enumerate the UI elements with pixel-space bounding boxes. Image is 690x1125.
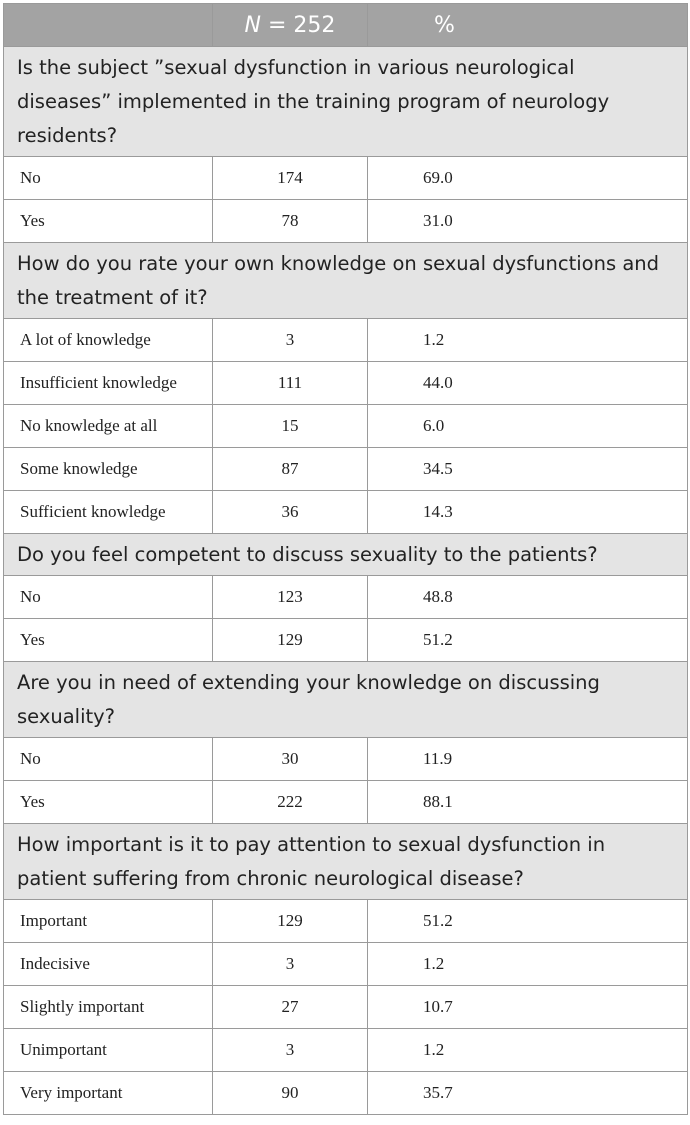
question-row: Are you in need of extending your knowle…	[3, 661, 688, 738]
answer-label: Insufficient knowledge	[3, 361, 213, 405]
answer-label: No	[3, 575, 213, 619]
survey-table-container: N = 252 % Is the subject ”sexual dysfunc…	[3, 3, 688, 1115]
table-row: Yes 78 31.0	[3, 199, 688, 243]
table-row: Slightly important 27 10.7	[3, 985, 688, 1029]
answer-percent: 51.2	[367, 899, 688, 943]
table-row: No 123 48.8	[3, 575, 688, 619]
question-text: How do you rate your own knowledge on se…	[3, 242, 688, 319]
answer-count: 78	[212, 199, 368, 243]
answer-percent: 88.1	[367, 780, 688, 824]
answer-percent: 48.8	[367, 575, 688, 619]
answer-count: 3	[212, 942, 368, 986]
answer-percent: 1.2	[367, 942, 688, 986]
answer-percent: 69.0	[367, 156, 688, 200]
answer-label: Yes	[3, 780, 213, 824]
answer-count: 87	[212, 447, 368, 491]
answer-percent: 51.2	[367, 618, 688, 662]
table-row: Important 129 51.2	[3, 899, 688, 943]
table-row: No knowledge at all 15 6.0	[3, 404, 688, 448]
answer-percent: 31.0	[367, 199, 688, 243]
table-row: Yes 129 51.2	[3, 618, 688, 662]
answer-percent: 6.0	[367, 404, 688, 448]
answer-label: Some knowledge	[3, 447, 213, 491]
table-row: No 174 69.0	[3, 156, 688, 200]
header-row: N = 252 %	[3, 3, 688, 47]
answer-count: 174	[212, 156, 368, 200]
answer-percent: 35.7	[367, 1071, 688, 1115]
table-row: Sufficient knowledge 36 14.3	[3, 490, 688, 534]
question-row: How do you rate your own knowledge on se…	[3, 242, 688, 319]
table-row: Some knowledge 87 34.5	[3, 447, 688, 491]
header-percent: %	[367, 3, 688, 47]
answer-percent: 11.9	[367, 737, 688, 781]
answer-count: 90	[212, 1071, 368, 1115]
answer-label: Slightly important	[3, 985, 213, 1029]
answer-count: 129	[212, 899, 368, 943]
answer-label: Yes	[3, 618, 213, 662]
answer-count: 129	[212, 618, 368, 662]
answer-percent: 1.2	[367, 1028, 688, 1072]
answer-label: No	[3, 737, 213, 781]
answer-percent: 34.5	[367, 447, 688, 491]
question-text: Are you in need of extending your knowle…	[3, 661, 688, 738]
answer-label: Very important	[3, 1071, 213, 1115]
answer-label: No	[3, 156, 213, 200]
table-row: A lot of knowledge 3 1.2	[3, 318, 688, 362]
header-n-value: = 252	[261, 12, 336, 38]
question-row: How important is it to pay attention to …	[3, 823, 688, 900]
answer-count: 111	[212, 361, 368, 405]
header-n: N = 252	[212, 3, 368, 47]
table-header: N = 252 %	[3, 3, 688, 47]
answer-count: 15	[212, 404, 368, 448]
answer-count: 3	[212, 1028, 368, 1072]
answer-count: 36	[212, 490, 368, 534]
header-n-symbol: N	[244, 12, 262, 38]
header-empty-cell	[3, 3, 213, 47]
table-row: Insufficient knowledge 111 44.0	[3, 361, 688, 405]
answer-count: 30	[212, 737, 368, 781]
answer-percent: 10.7	[367, 985, 688, 1029]
answer-label: Sufficient knowledge	[3, 490, 213, 534]
question-row: Is the subject ”sexual dysfunction in va…	[3, 46, 688, 157]
answer-count: 123	[212, 575, 368, 619]
answer-count: 27	[212, 985, 368, 1029]
survey-table: N = 252 % Is the subject ”sexual dysfunc…	[3, 3, 688, 1115]
table-row: No 30 11.9	[3, 737, 688, 781]
question-row: Do you feel competent to discuss sexuali…	[3, 533, 688, 576]
question-text: How important is it to pay attention to …	[3, 823, 688, 900]
table-body: Is the subject ”sexual dysfunction in va…	[3, 46, 688, 1115]
answer-percent: 14.3	[367, 490, 688, 534]
answer-percent: 44.0	[367, 361, 688, 405]
question-text: Is the subject ”sexual dysfunction in va…	[3, 46, 688, 157]
answer-label: Indecisive	[3, 942, 213, 986]
answer-count: 3	[212, 318, 368, 362]
table-row: Yes 222 88.1	[3, 780, 688, 824]
table-row: Unimportant 3 1.2	[3, 1028, 688, 1072]
answer-count: 222	[212, 780, 368, 824]
answer-label: Unimportant	[3, 1028, 213, 1072]
question-text: Do you feel competent to discuss sexuali…	[3, 533, 688, 576]
table-row: Indecisive 3 1.2	[3, 942, 688, 986]
answer-label: Yes	[3, 199, 213, 243]
table-row: Very important 90 35.7	[3, 1071, 688, 1115]
answer-label: A lot of knowledge	[3, 318, 213, 362]
answer-label: No knowledge at all	[3, 404, 213, 448]
answer-percent: 1.2	[367, 318, 688, 362]
answer-label: Important	[3, 899, 213, 943]
